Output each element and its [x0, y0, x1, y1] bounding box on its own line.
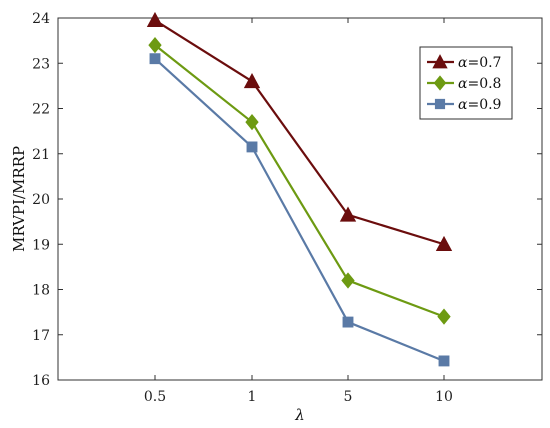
legend-alpha-value: =0.9: [467, 97, 501, 113]
y-tick-label: 24: [32, 11, 50, 27]
series-line: [153, 44, 446, 318]
y-tick-label: 16: [32, 373, 50, 389]
legend-marker-diamond: [433, 75, 447, 91]
legend-alpha-value: =0.7: [467, 55, 501, 71]
x-axis-label: λ: [294, 406, 305, 424]
data-point-square: [342, 316, 354, 328]
data-point-triangle: [339, 206, 357, 222]
y-axis-label: MRVPI/MRRP: [10, 146, 28, 252]
series-triangle: [146, 11, 453, 252]
x-tick-label: 0.5: [144, 389, 166, 405]
legend-marker-triangle: [432, 54, 448, 69]
legend-item: α=0.8: [427, 75, 501, 92]
y-tick-label: 23: [32, 56, 50, 72]
legend-alpha-symbol: α: [458, 76, 468, 92]
data-point-diamond: [245, 113, 259, 131]
legend-alpha-symbol: α: [458, 97, 468, 113]
legend-label: α=0.9: [458, 97, 501, 113]
series-line: [153, 57, 446, 363]
y-tick-label: 22: [32, 102, 50, 118]
data-point-diamond: [437, 308, 451, 325]
legend-label: α=0.8: [458, 76, 501, 92]
y-tick-label: 20: [32, 192, 50, 208]
y-tick-label: 21: [32, 147, 50, 163]
data-point-triangle: [243, 73, 261, 89]
data-point-triangle: [435, 235, 453, 252]
y-tick-label: 18: [32, 283, 50, 299]
series-line: [153, 19, 446, 246]
legend: α=0.7α=0.8α=0.9: [419, 46, 513, 120]
series-diamond: [148, 37, 451, 325]
data-point-diamond: [148, 37, 162, 54]
y-axis: 16 17 18 19 20 21 22 23 24: [32, 11, 542, 389]
legend-item: α=0.7: [427, 54, 501, 71]
data-point-triangle: [146, 11, 164, 28]
legend-alpha-symbol: α: [458, 55, 468, 71]
y-tick-label: 19: [32, 237, 50, 253]
legend-item: α=0.9: [427, 97, 501, 113]
data-point-diamond: [341, 272, 355, 289]
x-tick-label: 10: [435, 389, 453, 405]
y-tick-label: 17: [32, 328, 50, 344]
x-tick-label: 1: [248, 389, 257, 405]
legend-alpha-value: =0.8: [467, 76, 501, 92]
legend-marker-square: [434, 98, 446, 110]
data-point-square: [246, 141, 258, 153]
x-tick-label: 5: [344, 389, 353, 405]
data-point-square: [438, 355, 450, 367]
series-square: [149, 53, 450, 367]
legend-label: α=0.7: [458, 55, 501, 71]
data-point-square: [149, 53, 161, 65]
series-group: [146, 11, 453, 367]
